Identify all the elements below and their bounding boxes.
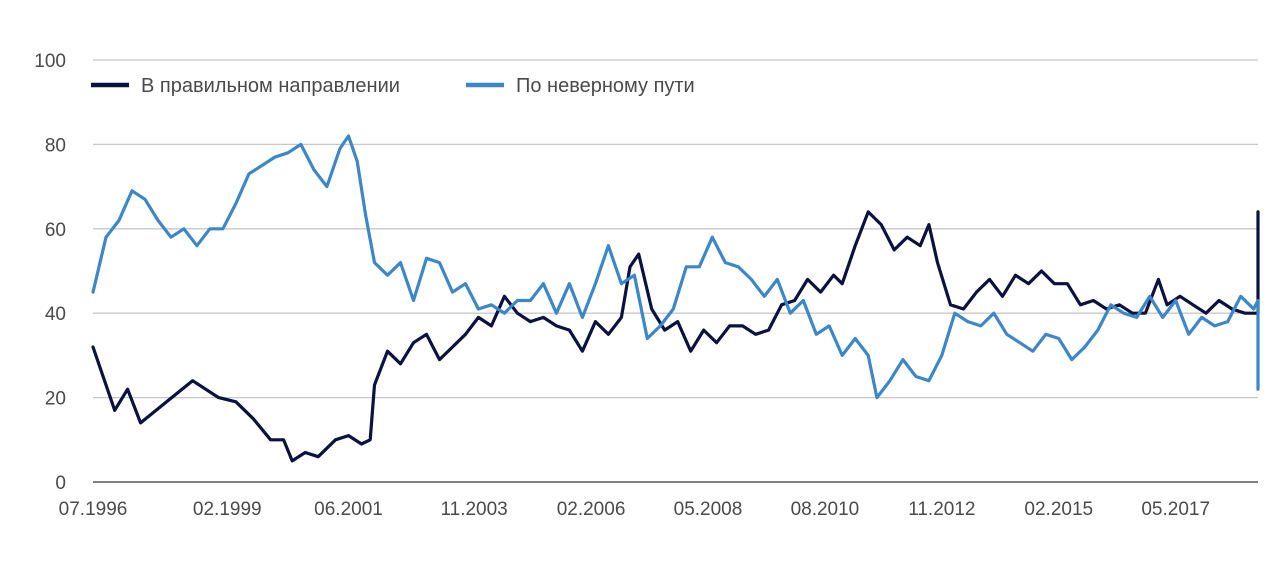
grid-lines [93,59,1258,399]
x-tick-label: 07.1996 [59,499,128,520]
x-tick-label: 11.2003 [440,499,507,520]
x-tick-label: 02.1999 [193,499,262,520]
x-tick-label: 05.2008 [674,499,743,520]
x-tick-label: 02.2006 [557,499,626,520]
y-tick-label: 40 [45,304,66,325]
series-line-right-direction [91,210,1260,463]
x-tick-label: 08.2010 [791,499,860,520]
legend: В правильном направлении По неверному пут… [91,75,695,97]
x-tick-label: 05.2017 [1141,499,1210,520]
y-tick-label: 100 [34,51,66,72]
x-tick-label: 06.2001 [314,499,383,520]
x-tick-label: 02.2015 [1024,499,1093,520]
y-tick-label: 0 [55,473,66,494]
y-axis-ticks: 0 20 40 60 80 100 [34,51,66,494]
y-tick-label: 60 [45,220,66,241]
legend-label: По неверному пути [516,75,695,97]
x-axis-ticks: 07.1996 02.1999 06.2001 11.2003 02.2006 05.20… [59,499,1210,520]
legend-label: В правильном направлении [141,75,400,97]
y-tick-label: 20 [45,389,66,410]
x-tick-label: 11.2012 [908,499,975,520]
series-lines [91,134,1260,463]
series-line-wrong-way [91,134,1260,400]
y-tick-label: 80 [45,135,66,156]
